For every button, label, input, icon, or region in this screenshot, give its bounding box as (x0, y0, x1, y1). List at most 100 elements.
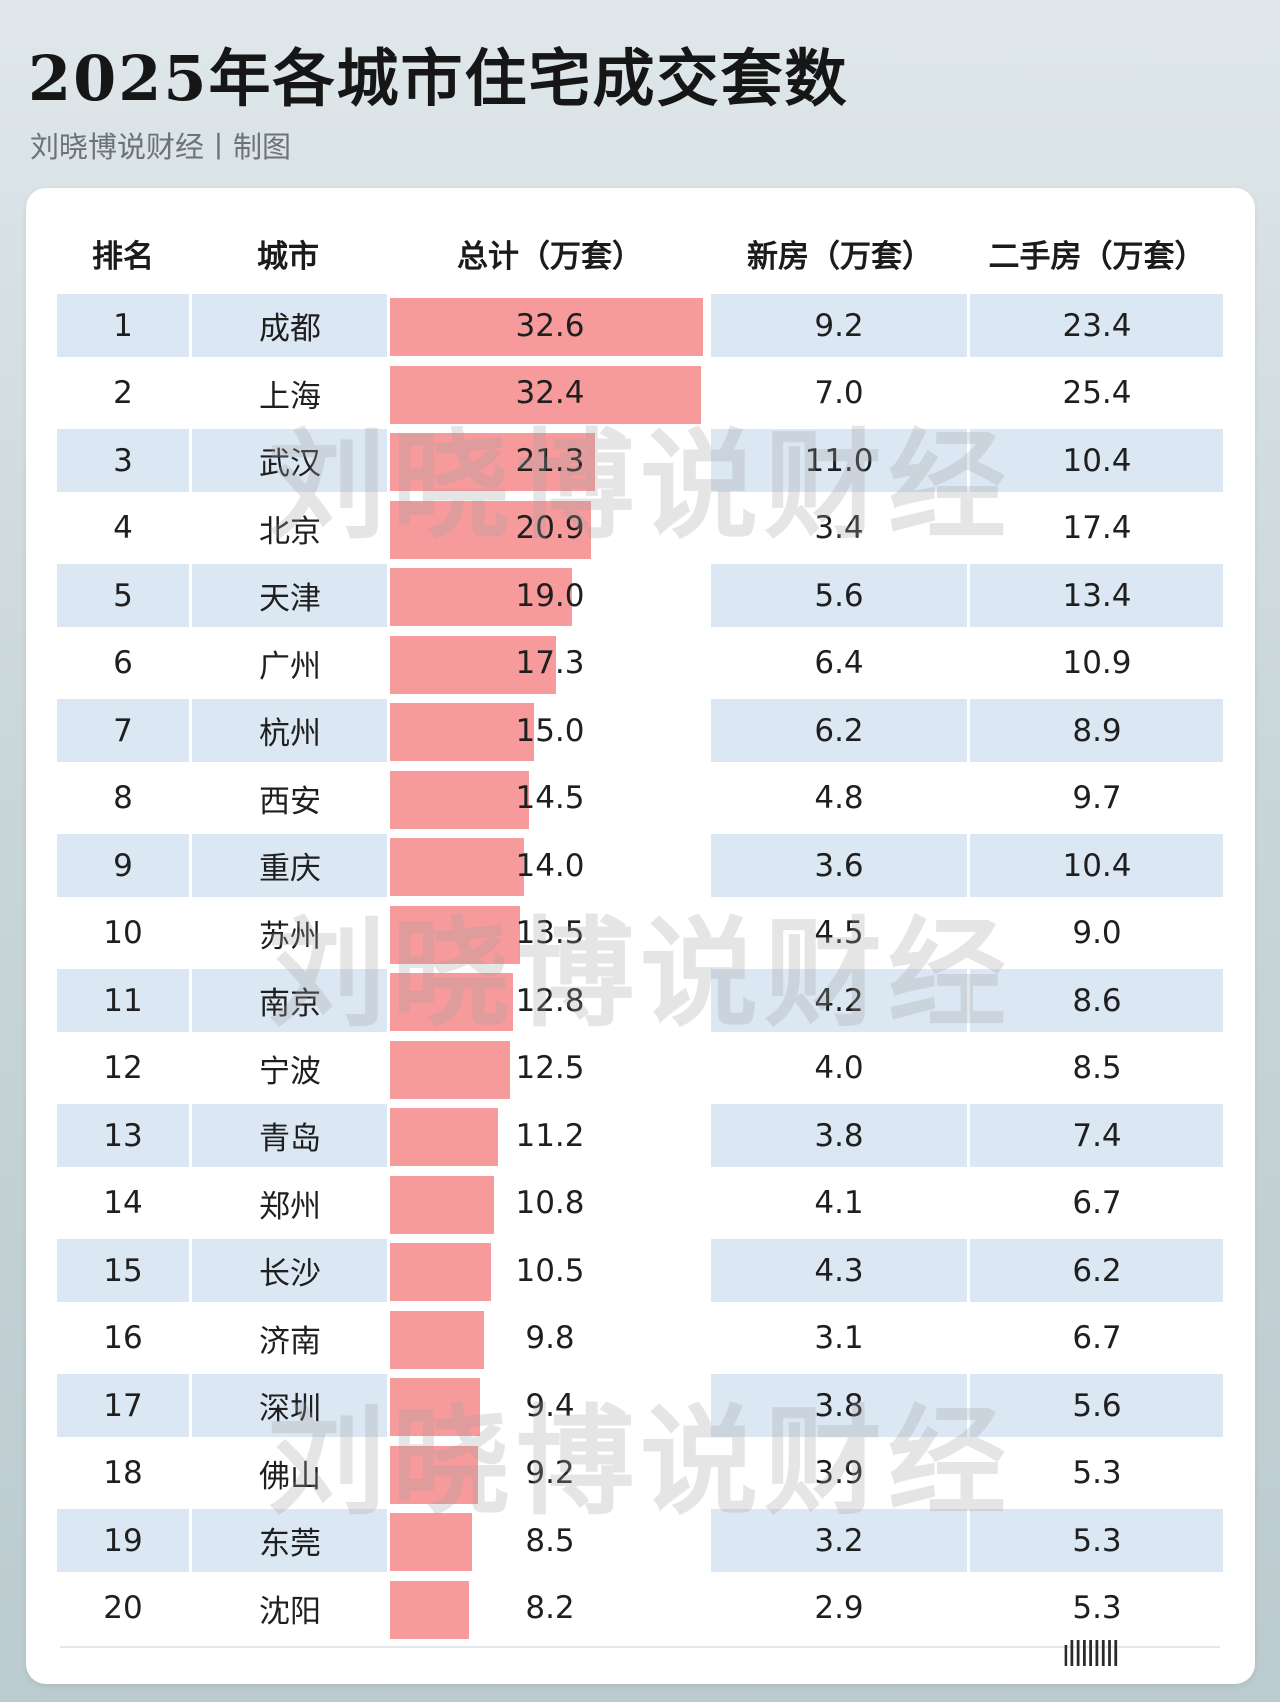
second-value: 6.7 (1072, 1320, 1122, 1356)
second-value: 9.0 (1072, 915, 1122, 951)
total-value: 12.5 (515, 1050, 585, 1086)
total-value: 19.0 (515, 577, 585, 614)
city-cell: 广州 (259, 648, 321, 685)
city-cell: 沈阳 (259, 1593, 321, 1630)
table-row: 2 上海 32.4 7.0 25.4 (57, 361, 1223, 425)
column-separator (967, 631, 970, 695)
total-bar (390, 905, 520, 964)
column-separator (708, 294, 711, 357)
column-separator (708, 429, 711, 492)
city-cell: 济南 (259, 1323, 321, 1360)
footer-mark: ꞁǀǀǀǀǀǀǀǀ (1062, 1634, 1120, 1667)
column-separator (189, 361, 192, 425)
second-value: 6.7 (1072, 1185, 1122, 1221)
column-separator (387, 834, 390, 897)
table-row: 18 佛山 9.2 3.9 5.3 (57, 1441, 1223, 1505)
page-title: 2025年各城市住宅成交套数 (28, 42, 849, 115)
column-separator (708, 1239, 711, 1302)
total-value: 14.5 (515, 780, 585, 816)
column-separator (189, 969, 192, 1032)
rank-cell: 19 (103, 1522, 143, 1559)
column-separator (189, 1374, 192, 1437)
table-row: 14 郑州 10.8 4.1 6.7 (57, 1171, 1223, 1235)
city-cell: 深圳 (259, 1391, 321, 1427)
new-value: 6.2 (814, 712, 864, 749)
header-new: 新房（万套） (747, 238, 933, 275)
total-bar (390, 1310, 485, 1369)
table-row: 5 天津 19.0 5.6 13.4 (57, 564, 1223, 627)
total-bar (390, 703, 535, 761)
new-value: 4.5 (814, 915, 864, 951)
column-separator (189, 699, 192, 762)
total-value: 9.4 (525, 1387, 575, 1424)
column-separator (967, 699, 970, 762)
city-cell: 佛山 (259, 1458, 321, 1495)
new-value: 4.8 (814, 780, 864, 816)
new-value: 2.9 (814, 1590, 864, 1626)
new-value: 3.4 (814, 510, 864, 546)
rank-cell: 8 (113, 780, 133, 816)
column-separator (967, 429, 970, 492)
total-value: 11.2 (515, 1117, 585, 1154)
total-value: 32.4 (515, 375, 585, 411)
table-row: 7 杭州 15.0 6.2 8.9 (57, 699, 1223, 762)
column-separator (387, 429, 390, 492)
header-rank: 排名 (92, 238, 154, 275)
column-separator (967, 361, 970, 425)
column-separator (189, 564, 192, 627)
new-value: 3.8 (814, 1117, 864, 1154)
column-separator (189, 1306, 192, 1370)
total-value: 10.5 (515, 1252, 585, 1289)
column-separator (189, 631, 192, 695)
city-cell: 东莞 (259, 1526, 321, 1562)
second-value: 7.4 (1072, 1117, 1122, 1154)
total-value: 20.9 (515, 510, 585, 546)
total-bar (390, 1243, 491, 1301)
column-separator (708, 699, 711, 762)
city-cell: 长沙 (259, 1256, 321, 1292)
column-separator (708, 1374, 711, 1437)
total-bar (390, 1580, 469, 1639)
column-separator (967, 1441, 970, 1505)
second-value: 23.4 (1062, 307, 1132, 344)
rank-cell: 14 (103, 1185, 143, 1221)
rank-cell: 15 (103, 1252, 143, 1289)
rank-cell: 13 (103, 1117, 143, 1154)
rank-cell: 16 (103, 1320, 143, 1356)
column-separator (967, 834, 970, 897)
city-cell: 北京 (259, 513, 321, 550)
column-separator (708, 1576, 711, 1640)
city-cell: 青岛 (259, 1121, 321, 1157)
table-row: 4 北京 20.9 3.4 17.4 (57, 496, 1223, 560)
column-separator (708, 766, 711, 830)
second-value: 10.4 (1062, 847, 1132, 884)
column-separator (708, 1104, 711, 1167)
column-separator (967, 294, 970, 357)
rank-cell: 7 (113, 712, 133, 749)
column-separator (967, 1374, 970, 1437)
city-cell: 苏州 (259, 918, 321, 955)
header-city: 城市 (257, 238, 319, 275)
header-total: 总计（万套） (457, 238, 643, 275)
table-row: 6 广州 17.3 6.4 10.9 (57, 631, 1223, 695)
column-separator (708, 1171, 711, 1235)
new-value: 4.2 (814, 982, 864, 1019)
table-row: 3 武汉 21.3 11.0 10.4 (57, 429, 1223, 492)
column-separator (967, 1306, 970, 1370)
city-cell: 郑州 (259, 1188, 321, 1225)
city-cell: 成都 (259, 311, 321, 347)
new-value: 9.2 (814, 307, 864, 344)
column-separator (708, 1509, 711, 1572)
column-separator (189, 766, 192, 830)
new-value: 3.6 (814, 847, 864, 884)
footer-divider (60, 1646, 1220, 1648)
second-value: 9.7 (1072, 780, 1122, 816)
second-value: 6.2 (1072, 1252, 1122, 1289)
city-cell: 上海 (259, 378, 321, 415)
page-subtitle: 刘晓博说财经丨制图 (30, 130, 292, 164)
rank-cell: 1 (113, 307, 133, 344)
header-second: 二手房（万套） (988, 238, 1206, 275)
total-value: 9.8 (525, 1320, 575, 1356)
new-value: 3.8 (814, 1387, 864, 1424)
city-cell: 南京 (259, 986, 321, 1022)
